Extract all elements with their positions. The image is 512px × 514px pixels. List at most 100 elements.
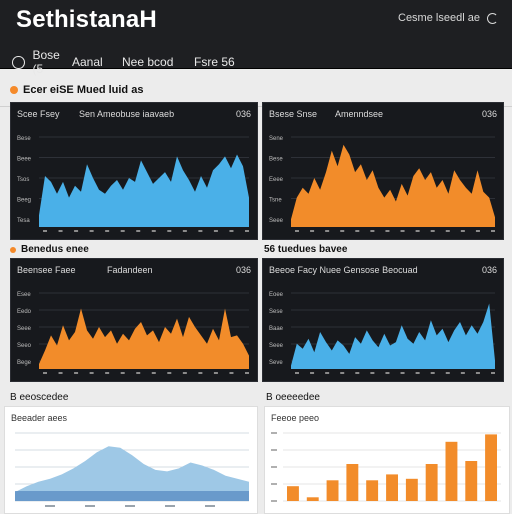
- y-tick-label: Seee: [269, 343, 284, 349]
- x-tick-mark: [245, 230, 249, 232]
- section-title-text: Benedus enee: [21, 244, 89, 255]
- nav-label: Fsre 56: [194, 55, 235, 69]
- user-menu[interactable]: Cesme lseedl ae: [398, 12, 498, 24]
- status-dot-icon: [10, 246, 16, 253]
- x-tick-mark: [165, 505, 175, 507]
- x-tick-mark: [445, 372, 450, 374]
- circle-icon: [12, 55, 25, 69]
- x-tick-mark: [370, 372, 375, 374]
- x-tick-mark: [136, 230, 141, 232]
- area-chart-4: Eoee Sese Baae Seee Seve: [269, 292, 495, 374]
- y-tick-label: Tsne: [269, 198, 282, 204]
- y-tick-label: Beee: [17, 157, 32, 163]
- nav-item-1[interactable]: Bose (5: [12, 48, 72, 76]
- section-title-row2-right: 56 tuedues bavee: [264, 244, 347, 255]
- x-tick-mark: [151, 372, 156, 374]
- baseline-band: [15, 491, 249, 501]
- x-tick-mark: [340, 372, 345, 374]
- x-tick-mark: [491, 230, 495, 232]
- area-series: [39, 308, 249, 369]
- area-series: [291, 144, 495, 227]
- x-tick-mark: [74, 372, 79, 374]
- y-tick-label: Esee: [17, 292, 31, 298]
- x-tick-mark: [245, 372, 249, 374]
- y-tick-label: Seee: [17, 326, 32, 332]
- y-tick-label: Tsos: [17, 177, 29, 183]
- y-tick-mark: [271, 500, 277, 502]
- bar: [287, 486, 299, 501]
- bar: [306, 497, 319, 501]
- panel-subtitle: Sen Ameobuse iaavaeb: [79, 109, 175, 119]
- nav-item-3[interactable]: Nee bcod: [122, 48, 194, 76]
- y-tick-label: Bege: [17, 360, 32, 366]
- x-tick-mark: [325, 230, 330, 232]
- x-tick-mark: [491, 372, 495, 374]
- refresh-icon[interactable]: [487, 12, 498, 24]
- nav-item-2[interactable]: Aanal: [72, 48, 122, 76]
- area-chart-1: Bese Beee Tsos Beeg Tesa: [17, 136, 249, 232]
- y-tick-label: Beeg: [17, 198, 31, 204]
- x-tick-mark: [136, 372, 141, 374]
- area-series: [15, 446, 249, 501]
- panel-title: Scee Fsey: [17, 109, 60, 119]
- bar: [445, 441, 458, 501]
- main-nav: Bose (5 Aanal Nee bcod Fsre 56: [12, 48, 254, 76]
- panel-title: Bsese Snse: [269, 109, 318, 119]
- y-tick-label: Seve: [269, 360, 283, 366]
- x-tick-mark: [151, 230, 156, 232]
- x-tick-mark: [43, 372, 47, 374]
- panel-title: Feeoe peeo: [271, 413, 320, 423]
- y-tick-label: Bese: [269, 157, 283, 163]
- y-tick-label: Seeo: [17, 343, 32, 349]
- x-tick-mark: [445, 230, 450, 232]
- x-tick-mark: [385, 230, 390, 232]
- x-tick-mark: [125, 505, 135, 507]
- section-title-row2-left: Benedus enee: [10, 244, 89, 255]
- x-tick-mark: [415, 230, 420, 232]
- y-tick-label: Tesa: [17, 218, 30, 224]
- x-tick-mark: [355, 372, 360, 374]
- chart-panel-4: Eoee Sese Baae Seee Seve Beeoe Facy Nuee Gen…: [262, 258, 504, 382]
- x-tick-mark: [460, 372, 465, 374]
- panel-count: 036: [481, 109, 497, 119]
- bar: [425, 464, 438, 501]
- x-tick-mark: [45, 505, 55, 507]
- x-tick-mark: [120, 372, 125, 374]
- area-chart-3: Esee Eedo Seee Seeo Bege: [17, 292, 249, 374]
- bar: [386, 474, 398, 501]
- x-tick-mark: [310, 230, 315, 232]
- nav-label: Bose (5: [32, 48, 60, 76]
- x-tick-mark: [415, 372, 420, 374]
- x-tick-mark: [430, 372, 435, 374]
- x-tick-mark: [400, 372, 405, 374]
- x-tick-mark: [340, 230, 345, 232]
- x-tick-mark: [325, 372, 330, 374]
- x-tick-mark: [355, 230, 360, 232]
- status-dot-icon: [10, 86, 18, 94]
- panel-count: 036: [481, 265, 497, 275]
- nav-label: Nee bcod: [122, 55, 174, 69]
- app-title: SethistanaH: [16, 6, 157, 33]
- bar: [405, 478, 418, 501]
- nav-item-4[interactable]: Fsre 56: [194, 48, 254, 76]
- x-tick-mark: [229, 230, 234, 232]
- panel-subtitle: Fadandeen: [107, 265, 153, 275]
- bar-chart-6: [271, 432, 501, 502]
- x-tick-mark: [120, 230, 125, 232]
- y-tick-label: Seee: [269, 218, 284, 224]
- panel-count: 036: [235, 265, 251, 275]
- x-tick-mark: [295, 372, 299, 374]
- x-tick-mark: [105, 230, 110, 232]
- panel-count: 036: [235, 109, 251, 119]
- user-label: Cesme lseedl ae: [398, 12, 480, 24]
- area-chart-5: [15, 432, 249, 507]
- y-tick-label: Eeee: [269, 177, 284, 183]
- x-tick-mark: [85, 505, 95, 507]
- x-tick-mark: [74, 230, 79, 232]
- x-tick-mark: [198, 372, 203, 374]
- chart-panel-2: Sene Bese Eeee Tsne Seee Bsese Snse Amenndse…: [262, 102, 504, 240]
- x-tick-mark: [182, 372, 187, 374]
- chart-panel-1: Bese Beee Tsos Beeg Tesa Scee Fsey Sen Ameob…: [10, 102, 258, 240]
- bar: [346, 464, 359, 501]
- chart-panel-5: Beeader aees: [4, 406, 258, 514]
